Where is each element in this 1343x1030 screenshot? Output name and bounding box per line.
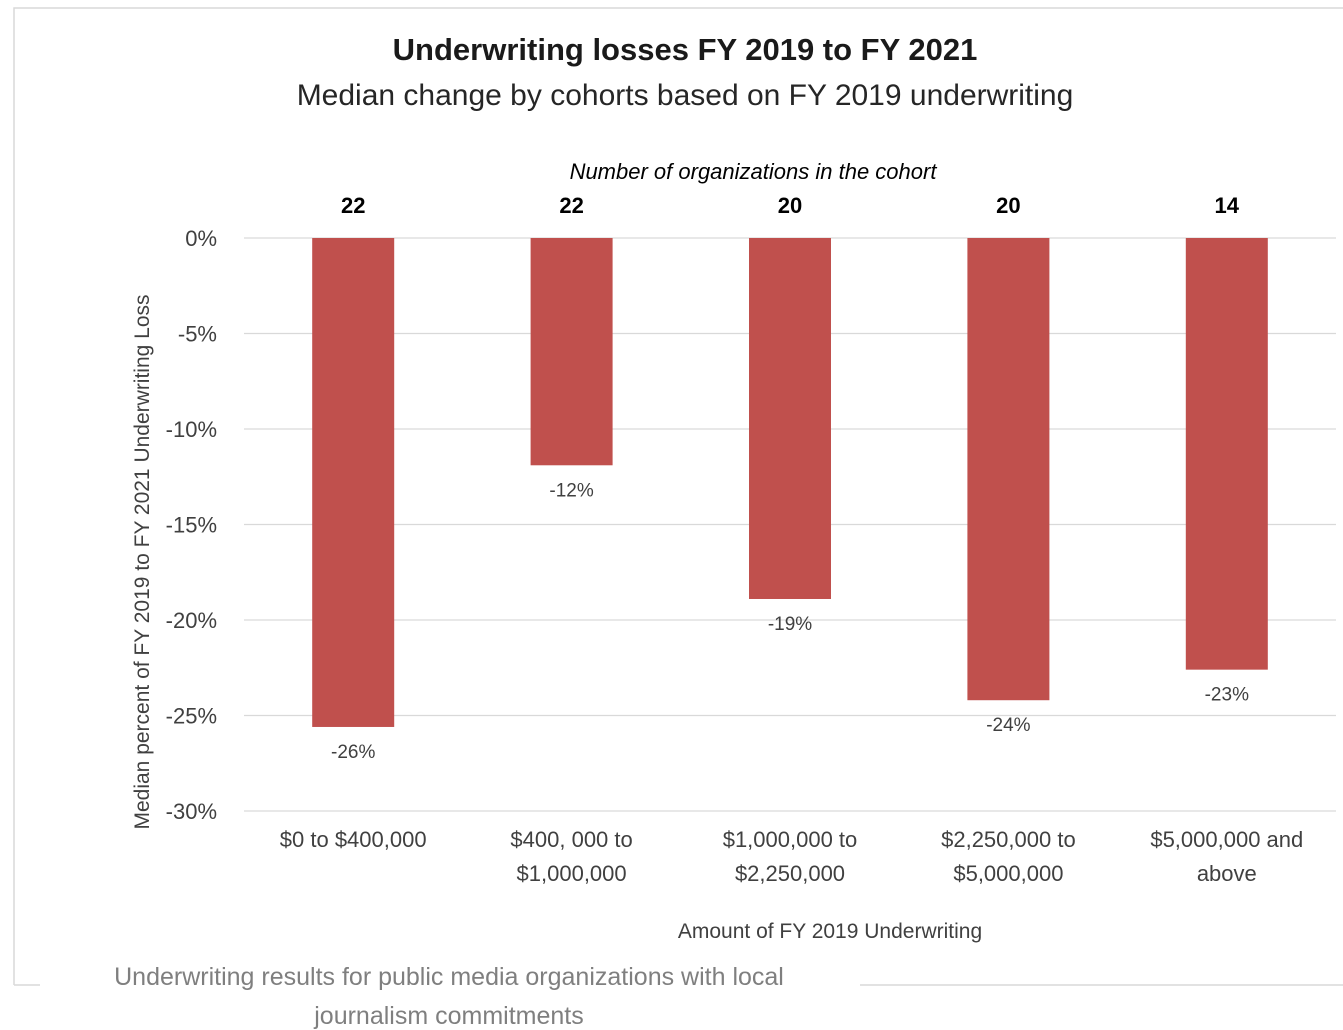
caption-background — [40, 958, 860, 1030]
x-category-labels: $0 to $400,000 $400, 000 to $1,000,000 $1,0… — [280, 827, 1303, 886]
y-tick-labels: 0% -5% -10% -15% -20% -25% -30% — [166, 226, 217, 824]
bar — [967, 238, 1050, 701]
cohort-count: 20 — [778, 193, 802, 218]
y-tick-label: -20% — [166, 608, 217, 633]
data-label: -26% — [331, 742, 375, 763]
data-label: -12% — [549, 480, 593, 501]
x-category-label: $5,000,000 and above — [1150, 827, 1303, 886]
bar — [530, 238, 613, 466]
cohort-count: 22 — [341, 193, 365, 218]
x-category-label: $2,250,000 to $5,000,000 — [941, 827, 1076, 886]
bar — [312, 238, 395, 727]
y-tick-label: -25% — [166, 704, 217, 729]
y-tick-label: 0% — [185, 226, 217, 251]
bar — [1185, 238, 1268, 670]
data-label: -19% — [768, 614, 812, 635]
cohort-count: 20 — [996, 193, 1020, 218]
chart-border — [13, 7, 1343, 985]
y-tick-label: -15% — [166, 513, 217, 538]
bars — [312, 238, 1268, 727]
cohort-counts: 22 22 20 20 14 — [341, 193, 1240, 218]
x-category-label: $0 to $400,000 — [280, 827, 427, 852]
y-tick-label: -5% — [178, 322, 217, 347]
x-category-label: $400, 000 to $1,000,000 — [510, 827, 632, 886]
cohort-count: 22 — [559, 193, 583, 218]
bar — [749, 238, 831, 599]
chart-subtitle: Median change by cohorts based on FY 201… — [297, 79, 1074, 112]
data-labels: -26% -12% -19% -24% -23% — [331, 480, 1249, 763]
caption-line-1: Underwriting results for public media or… — [114, 963, 784, 991]
data-label: -24% — [986, 715, 1030, 736]
data-label: -23% — [1205, 685, 1249, 706]
x-axis-label: Amount of FY 2019 Underwriting — [678, 920, 982, 943]
y-tick-label: -30% — [166, 799, 217, 824]
y-tick-label: -10% — [166, 417, 217, 442]
chart-title: Underwriting losses FY 2019 to FY 2021 — [393, 32, 978, 67]
cohort-count-note: Number of organizations in the cohort — [570, 159, 938, 184]
y-axis-label: Median percent of FY 2019 to FY 2021 Und… — [131, 294, 154, 829]
x-category-label: $1,000,000 to $2,250,000 — [723, 827, 858, 886]
cohort-count: 14 — [1215, 193, 1240, 218]
caption-line-2: journalism commitments — [313, 1002, 584, 1030]
